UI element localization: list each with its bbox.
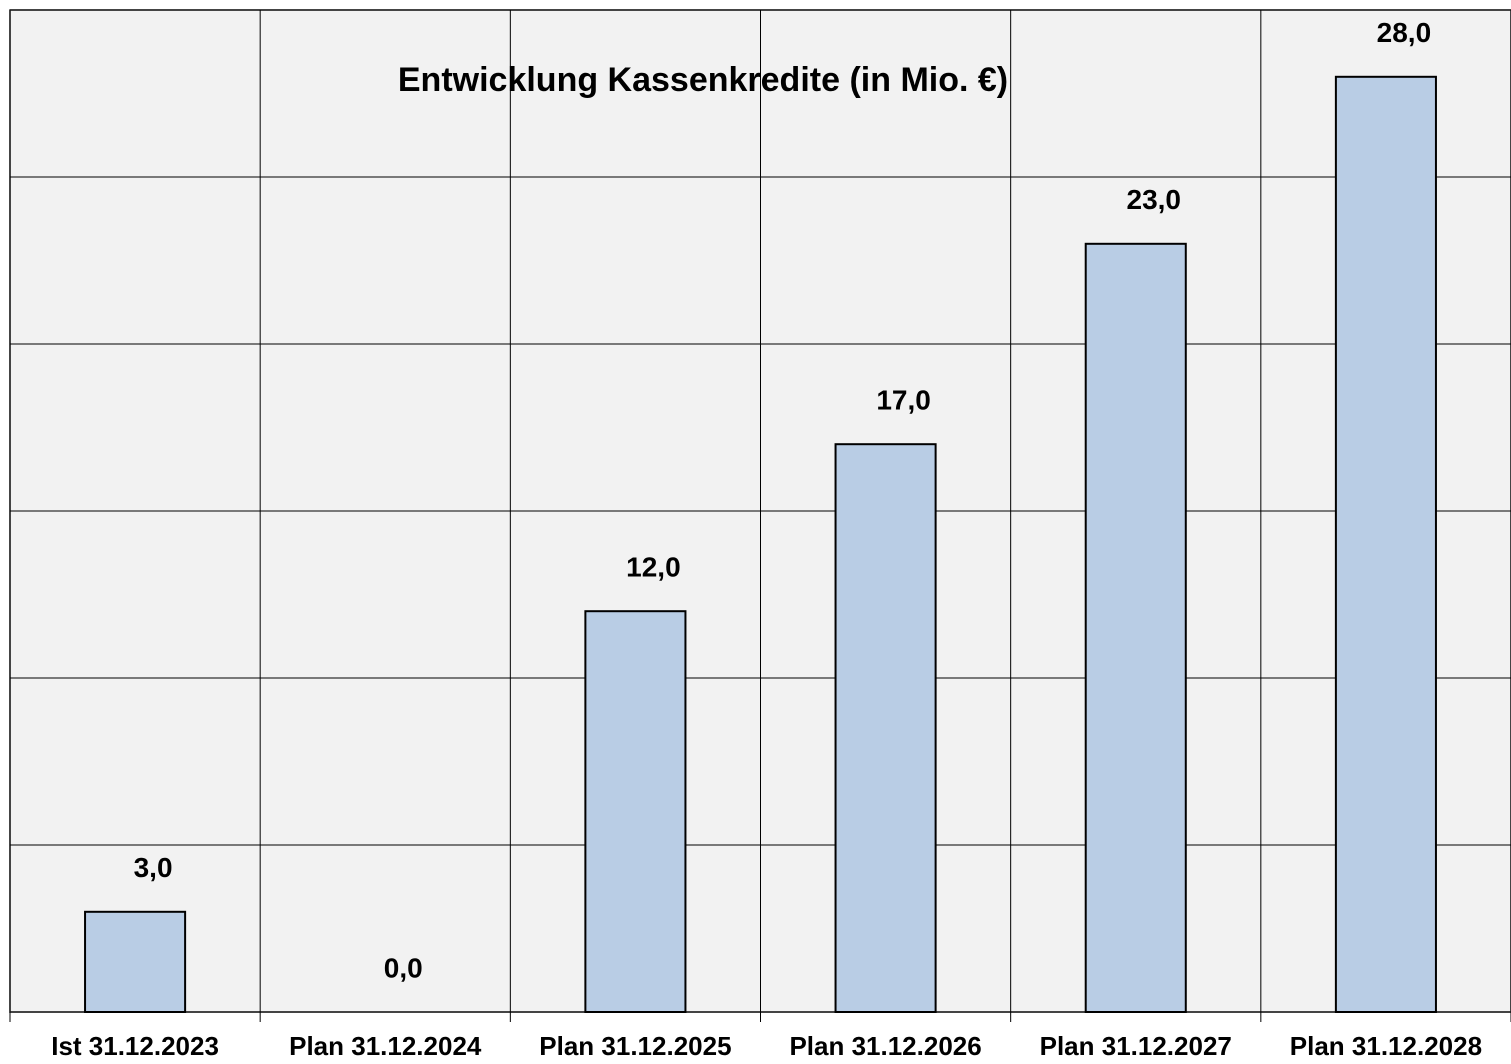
bar bbox=[1084, 242, 1187, 1014]
data-label: 3,0 bbox=[134, 852, 173, 883]
marks bbox=[84, 75, 1437, 1014]
x-tick-label: Plan 31.12.2028 bbox=[1290, 1031, 1482, 1061]
bar bbox=[1334, 75, 1437, 1014]
data-label: 17,0 bbox=[876, 385, 931, 416]
x-tick-label: Ist 31.12.2023 bbox=[51, 1031, 219, 1061]
chart-title: Entwicklung Kassenkredite (in Mio. €) bbox=[398, 61, 1008, 99]
data-label: 23,0 bbox=[1127, 184, 1182, 215]
x-tick-label: Plan 31.12.2027 bbox=[1040, 1031, 1232, 1061]
bar bbox=[84, 910, 187, 1013]
data-label: 0,0 bbox=[384, 952, 423, 983]
x-tick-label: Plan 31.12.2024 bbox=[289, 1031, 482, 1061]
x-tick-label: Plan 31.12.2025 bbox=[539, 1031, 731, 1061]
grid bbox=[9, 9, 1511, 1022]
bar bbox=[834, 443, 937, 1013]
x-tick-label: Plan 31.12.2026 bbox=[789, 1031, 981, 1061]
bar bbox=[584, 610, 687, 1013]
data-label: 28,0 bbox=[1377, 17, 1432, 48]
data-label: 12,0 bbox=[626, 552, 681, 583]
